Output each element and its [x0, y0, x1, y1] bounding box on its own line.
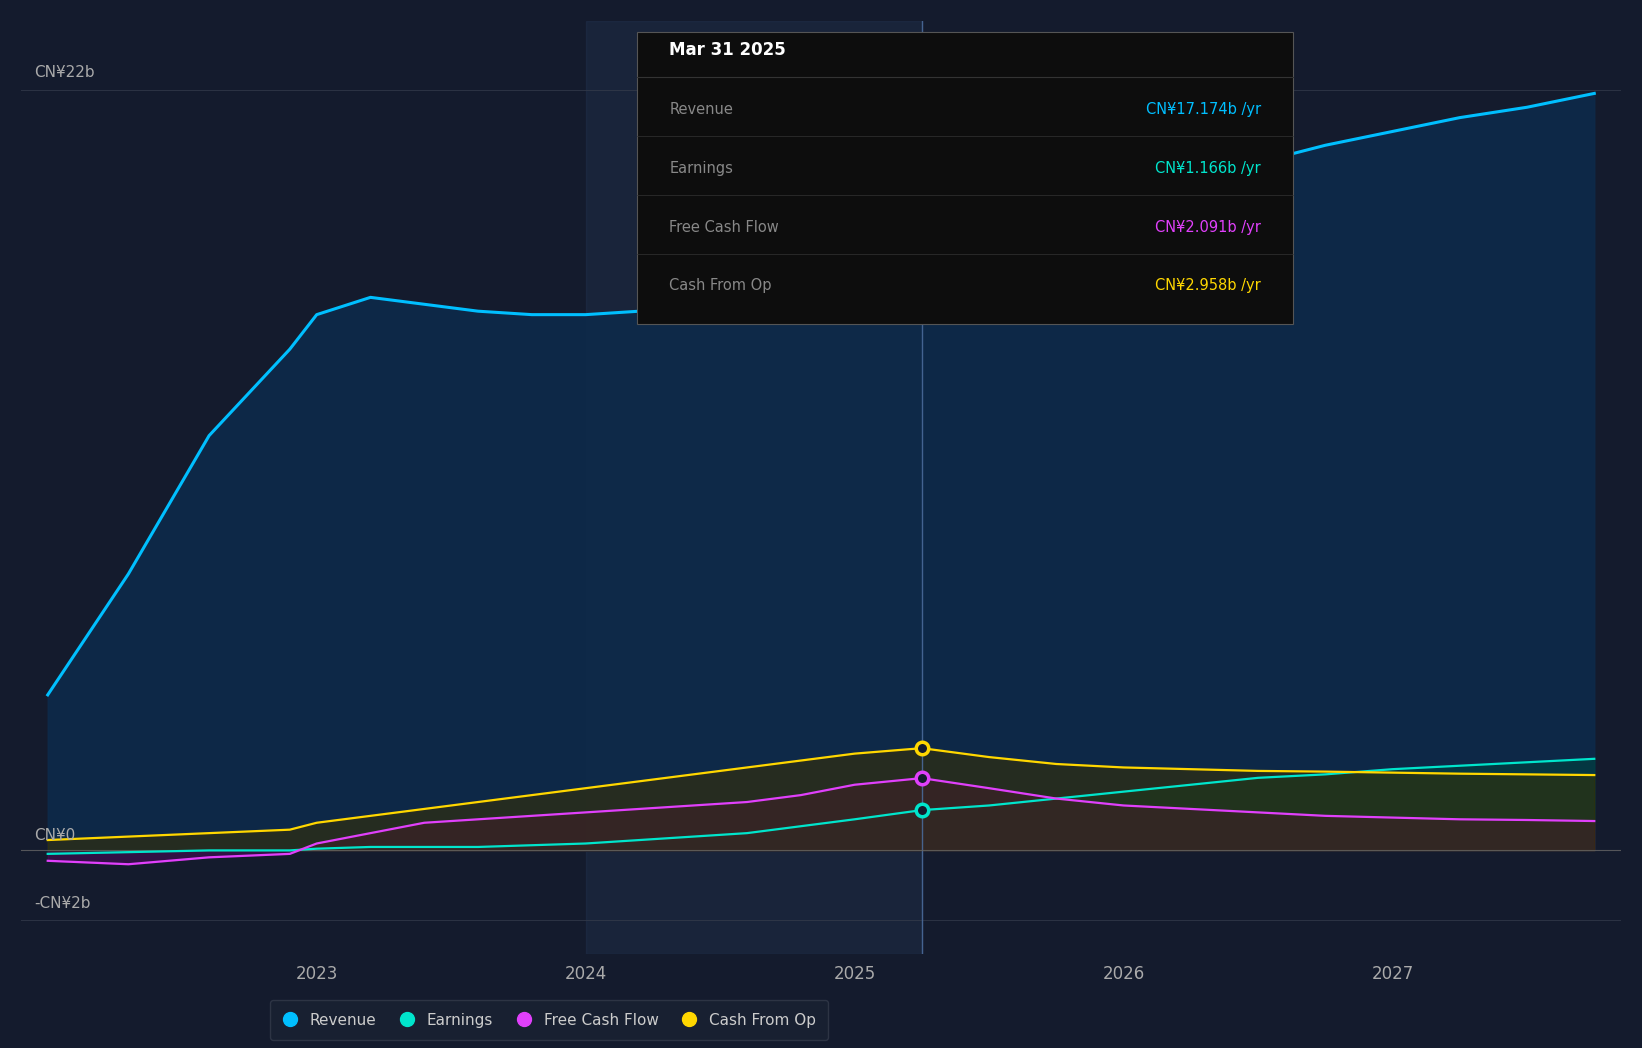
Text: Earnings: Earnings: [670, 160, 732, 176]
Text: CN¥2.091b /yr: CN¥2.091b /yr: [1154, 219, 1261, 235]
Legend: Revenue, Earnings, Free Cash Flow, Cash From Op: Revenue, Earnings, Free Cash Flow, Cash …: [269, 1000, 828, 1040]
FancyBboxPatch shape: [637, 32, 1294, 324]
Text: CN¥2.958b /yr: CN¥2.958b /yr: [1154, 279, 1261, 293]
Text: Revenue: Revenue: [670, 102, 732, 116]
Text: Past: Past: [865, 115, 900, 133]
Text: -CN¥2b: -CN¥2b: [34, 896, 90, 911]
Text: CN¥1.166b /yr: CN¥1.166b /yr: [1156, 160, 1261, 176]
Text: CN¥0: CN¥0: [34, 829, 76, 844]
Text: Analysts Forecasts: Analysts Forecasts: [954, 115, 1108, 133]
Text: Free Cash Flow: Free Cash Flow: [670, 219, 778, 235]
Text: CN¥22b: CN¥22b: [34, 65, 95, 80]
Text: Cash From Op: Cash From Op: [670, 279, 772, 293]
Bar: [586, 21, 921, 954]
Text: CN¥17.174b /yr: CN¥17.174b /yr: [1146, 102, 1261, 116]
Text: Mar 31 2025: Mar 31 2025: [670, 41, 787, 59]
